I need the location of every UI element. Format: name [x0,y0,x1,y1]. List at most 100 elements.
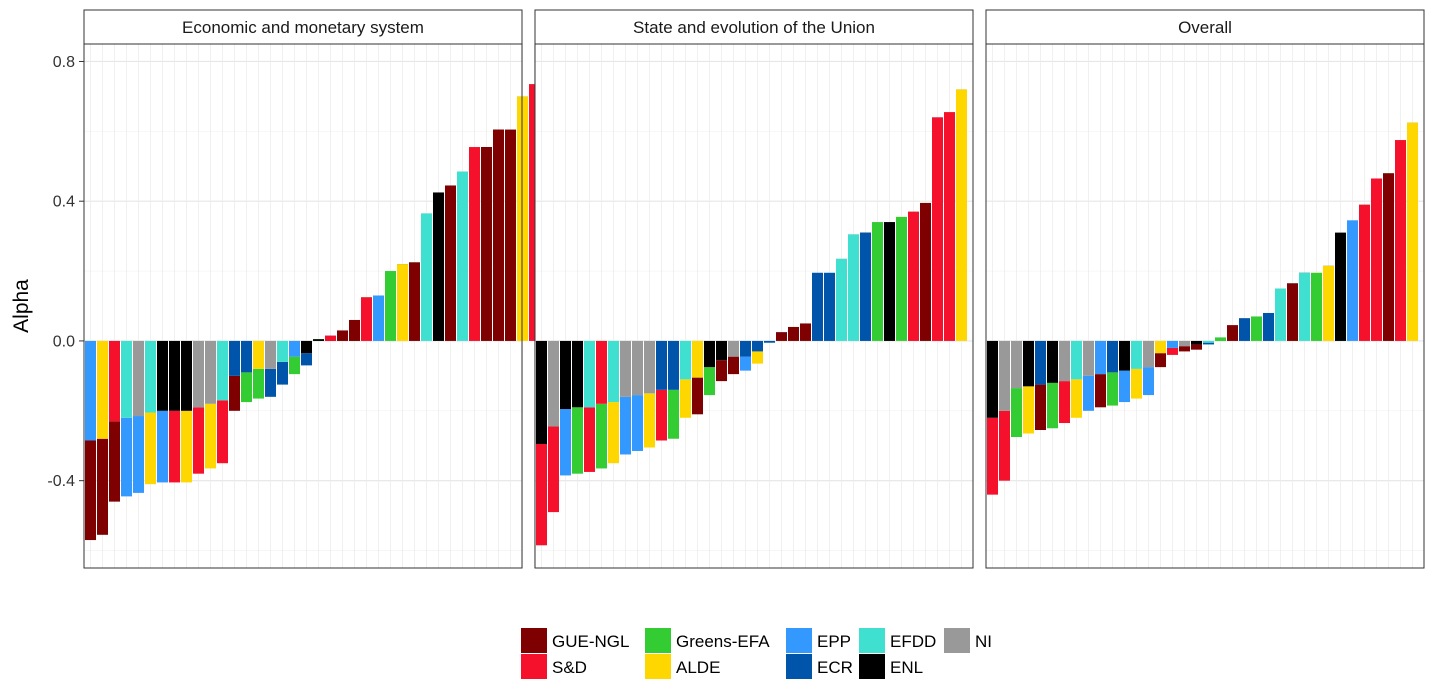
legend-swatch [645,654,671,679]
bar-segment-inner [999,340,1010,411]
bar-segment-inner [1131,340,1142,369]
legend-label: GUE-NGL [552,632,629,651]
bar-segment-inner [668,340,679,390]
bar-segment-outer [704,367,715,396]
bar-segment-inner [1227,325,1238,341]
bar-segment-inner [800,323,811,341]
bar-segment-inner [385,271,396,341]
bar-segment-inner [692,340,703,378]
legend-swatch [645,628,671,653]
bar-segment-inner [548,340,559,427]
bar-segment-inner [1047,340,1058,383]
bar-segment-inner [1263,312,1274,341]
bar-segment-outer [1083,375,1094,411]
bar-segment-outer [1107,372,1118,406]
y-tick-label: 0.4 [53,194,75,211]
facet-strip [985,9,1425,45]
legend: GUE-NGL S&D Greens-EFA ALDE EPP ECR EFDD ENL NI [521,628,992,679]
bar-segment-outer [548,426,559,513]
bar-segment-inner [656,340,667,390]
bar-segment-inner [229,340,240,376]
bar-segment-outer [999,410,1010,481]
bar-segment-outer [301,353,312,366]
bar-segment-outer [740,356,751,371]
bar-segment-inner [1095,340,1106,375]
bar-segment-inner [788,326,799,341]
bar-segment-inner [481,147,492,341]
panel-border [985,43,1425,569]
bar-segment-outer [277,361,288,385]
bar-segment-inner [85,340,96,441]
bar-segment-inner [1023,340,1034,387]
bar-segment-outer [668,389,679,439]
bar-segment-outer [632,395,643,451]
bar-segment-inner [740,340,751,357]
bar-segment-inner [1311,272,1322,341]
bar-segment-inner [277,340,288,362]
bar-segment-outer [181,410,192,483]
legend-item: GUE-NGL [521,628,629,653]
bar-segment-outer [680,379,691,418]
bar-segment-outer [289,356,300,375]
legend-swatch [786,654,812,679]
bar-segment-inner [896,216,907,341]
bar-segment-outer [1203,342,1214,345]
bar-segment-inner [872,222,883,341]
bar-segment-inner [1407,122,1418,341]
bar-segment-inner [1371,178,1382,341]
bars [987,122,1418,495]
bar-segment-outer [1047,382,1058,429]
bar-segment-inner [716,340,727,361]
bar-segment-outer [1167,347,1178,355]
bar-segment-inner [1383,173,1394,341]
bar-segment-outer [1191,344,1202,350]
bar-segment-inner [433,192,444,341]
bar-segment-inner [884,222,895,341]
bar-segment-inner [704,340,715,368]
bar-segment-outer [596,403,607,469]
facet-title: Overall [1178,18,1232,37]
bar-segment-inner [301,340,312,354]
bar-segment-inner [1239,318,1250,341]
legend-label: S&D [552,658,587,677]
bar-segment-outer [716,360,727,382]
bar-segment-inner [217,340,228,401]
plot-background [535,44,973,568]
panels-layer: Economic and monetary system State and ev… [83,9,1425,569]
bar-segment-inner [421,213,432,341]
facet-title: State and evolution of the Union [633,18,875,37]
bar-segment-inner [109,340,120,422]
plot-background [986,44,1424,568]
legend-label: EPP [817,632,851,651]
bar-segment-outer [987,417,998,495]
bar-segment-inner [193,340,204,408]
bar-segment-outer [1059,381,1070,424]
bar-segment-outer [169,410,180,483]
facet-title: Economic and monetary system [182,18,424,37]
bar-segment-outer [608,402,619,464]
bar-segment-outer [97,438,108,535]
bar-segment-inner [1083,340,1094,376]
bar-segment-outer [584,407,595,472]
bar-segment-inner [776,332,787,341]
bar-segment-inner [932,117,943,341]
bar-segment-inner [205,340,216,404]
bar-segment-inner [1251,316,1262,341]
bar-segment-inner [536,340,547,444]
legend-item: EPP [786,628,851,653]
legend-item: S&D [521,654,587,679]
panel-2: State and evolution of the Union [534,9,974,569]
bar-segment-inner [680,340,691,380]
legend-label: NI [975,632,992,651]
bar-segment-inner [469,147,480,341]
bar-segment-inner [860,232,871,341]
bar-segment-inner [361,297,372,341]
bar-segment-inner [241,340,252,373]
bar-segment-outer [205,403,216,469]
bar-segment-inner [445,185,456,341]
bar-segment-outer [752,351,763,364]
bar-segment-outer [193,407,204,474]
plot-background [84,44,522,568]
bar-segment-inner [1119,340,1130,371]
